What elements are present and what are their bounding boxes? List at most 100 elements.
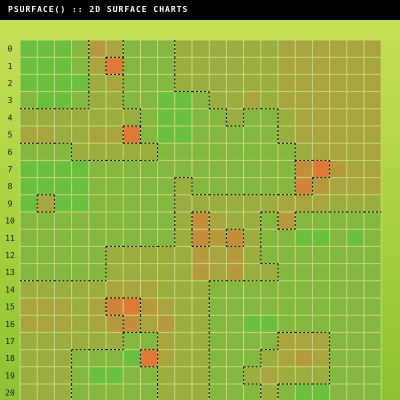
surface-cell (20, 366, 38, 384)
surface-cell (157, 366, 175, 384)
surface-cell (71, 384, 89, 400)
surface-cell (37, 263, 55, 281)
surface-cell (329, 315, 347, 333)
surface-cell (106, 91, 124, 109)
surface-cell (140, 366, 158, 384)
surface-cell (106, 177, 124, 195)
surface-cell (192, 160, 210, 178)
surface-cell (226, 74, 244, 92)
surface-cell (140, 126, 158, 144)
surface-cell (123, 194, 141, 212)
y-tick-label: 5 (8, 131, 13, 140)
surface-cell (71, 194, 89, 212)
surface-cell (243, 177, 261, 195)
surface-cell (260, 160, 278, 178)
surface-cell (140, 315, 158, 333)
surface-cell (123, 298, 141, 316)
surface-cell (295, 160, 313, 178)
y-tick-label: 9 (8, 199, 13, 208)
surface-cell (364, 298, 382, 316)
surface-cell (88, 315, 106, 333)
surface-cell (192, 74, 210, 92)
surface-cell (364, 384, 382, 400)
surface-cell (312, 246, 330, 264)
surface-cell (364, 349, 382, 367)
surface-cell (295, 108, 313, 126)
surface-cell (71, 280, 89, 298)
surface-cell (140, 160, 158, 178)
surface-cell (243, 91, 261, 109)
surface-cell (346, 280, 364, 298)
surface-cell (346, 40, 364, 58)
surface-cell (278, 212, 296, 230)
surface-cell (140, 229, 158, 247)
surface-cell (71, 246, 89, 264)
surface-cell (295, 40, 313, 58)
surface-cell (209, 280, 227, 298)
surface-cell (88, 280, 106, 298)
surface-cell (140, 384, 158, 400)
surface-cell (54, 108, 72, 126)
surface-cell (192, 126, 210, 144)
surface-cell (20, 108, 38, 126)
surface-cell (37, 229, 55, 247)
surface-cell (123, 91, 141, 109)
surface-cell (209, 246, 227, 264)
surface-cell (123, 143, 141, 161)
y-tick-label: 7 (8, 165, 13, 174)
surface-cell (295, 57, 313, 75)
surface-cell (329, 212, 347, 230)
surface-cell (71, 126, 89, 144)
surface-cell (312, 349, 330, 367)
surface-cell (140, 349, 158, 367)
surface-cell (278, 74, 296, 92)
surface-cell (192, 349, 210, 367)
surface-cell (37, 91, 55, 109)
surface-cell (260, 74, 278, 92)
surface-cell (20, 229, 38, 247)
surface-cell (278, 57, 296, 75)
y-tick-label: 10 (5, 217, 15, 226)
surface-cell (209, 315, 227, 333)
surface-cell (123, 74, 141, 92)
surface-cell (295, 315, 313, 333)
surface-cell (174, 315, 192, 333)
surface-cell (260, 366, 278, 384)
surface-cell (192, 40, 210, 58)
surface-cell (88, 366, 106, 384)
surface-cell (20, 212, 38, 230)
surface-cell (364, 263, 382, 281)
surface-cell (243, 280, 261, 298)
surface-cell (140, 74, 158, 92)
surface-cell (192, 229, 210, 247)
surface-cell (209, 74, 227, 92)
surface-cell (37, 57, 55, 75)
surface-cell (243, 126, 261, 144)
surface-cell (226, 384, 244, 400)
surface-cell (346, 246, 364, 264)
surface-cell (243, 315, 261, 333)
surface-cell (174, 194, 192, 212)
surface-cell (364, 126, 382, 144)
surface-cell (88, 143, 106, 161)
surface-cell (209, 229, 227, 247)
surface-cell (123, 263, 141, 281)
surface-cell (54, 229, 72, 247)
surface-cell (20, 349, 38, 367)
surface-cell (329, 194, 347, 212)
surface-cell (260, 212, 278, 230)
surface-cell (123, 108, 141, 126)
surface-cell (209, 160, 227, 178)
surface-cell (37, 298, 55, 316)
surface-cell (312, 366, 330, 384)
surface-cell (54, 246, 72, 264)
surface-cell (157, 160, 175, 178)
surface-cell (226, 108, 244, 126)
surface-cell (329, 91, 347, 109)
surface-cell (260, 143, 278, 161)
surface-cell (140, 332, 158, 350)
surface-cell (278, 108, 296, 126)
surface-cell (174, 57, 192, 75)
surface-cell (140, 263, 158, 281)
